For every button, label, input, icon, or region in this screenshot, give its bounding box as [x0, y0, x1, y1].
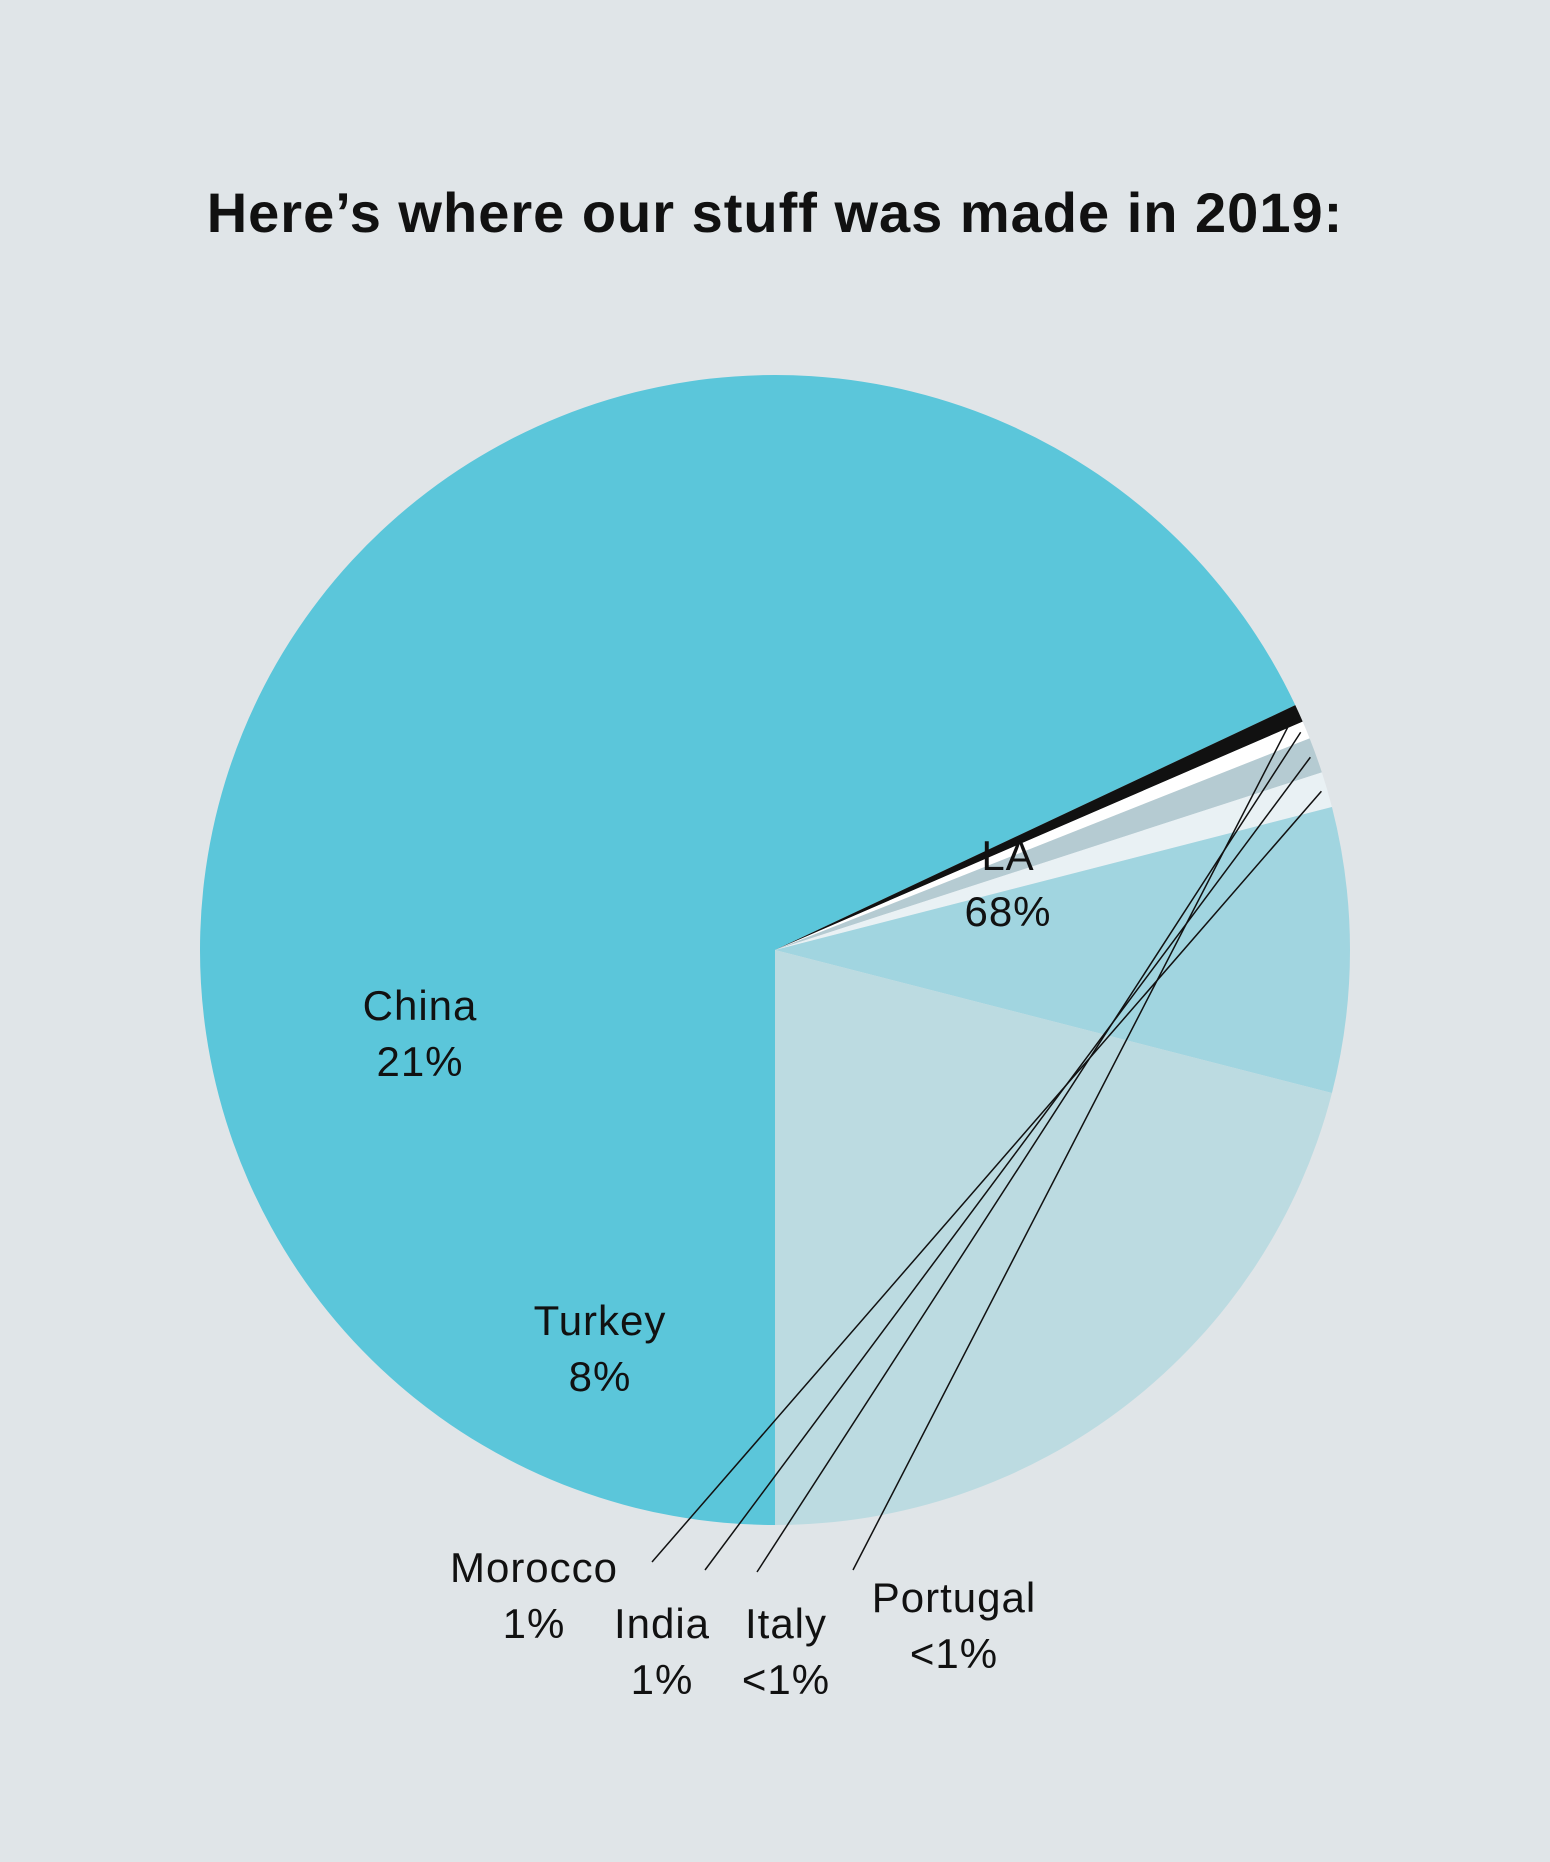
- slice-india: [775, 738, 1322, 950]
- slice-value-india: 1%: [631, 1656, 694, 1703]
- leader-line-italy: [756, 731, 1302, 1573]
- slice-value-portugal: <1%: [910, 1630, 998, 1677]
- chart-title: Here’s where our stuff was made in 2019:: [207, 181, 1344, 244]
- slice-value-turkey: 8%: [569, 1353, 632, 1400]
- slice-value-la: 68%: [964, 888, 1051, 935]
- slice-portugal: [775, 705, 1303, 950]
- slice-name-la: LA: [981, 832, 1034, 879]
- slice-italy: [775, 721, 1310, 950]
- slice-name-china: China: [363, 982, 478, 1029]
- slice-china: [775, 950, 1332, 1525]
- slice-value-italy: <1%: [742, 1656, 830, 1703]
- leader-line-morocco: [651, 790, 1322, 1563]
- slice-labels: LA 68% Portugal <1% Italy <1% India 1% Morocco 1%…: [363, 832, 1051, 1703]
- slice-value-morocco: 1%: [503, 1600, 566, 1647]
- slice-name-morocco: Morocco: [450, 1544, 618, 1591]
- leader-line-portugal: [852, 715, 1295, 1571]
- slice-la: [199, 375, 1296, 1526]
- slice-name-portugal: Portugal: [872, 1574, 1036, 1621]
- slice-name-india: India: [614, 1600, 710, 1647]
- leader-line-india: [704, 756, 1311, 1571]
- leader-lines: [651, 715, 1322, 1573]
- slice-morocco: [775, 772, 1332, 950]
- slice-name-turkey: Turkey: [534, 1297, 667, 1344]
- slice-name-italy: Italy: [745, 1600, 827, 1647]
- pie-slices: [199, 375, 1351, 1526]
- slice-value-china: 21%: [376, 1038, 463, 1085]
